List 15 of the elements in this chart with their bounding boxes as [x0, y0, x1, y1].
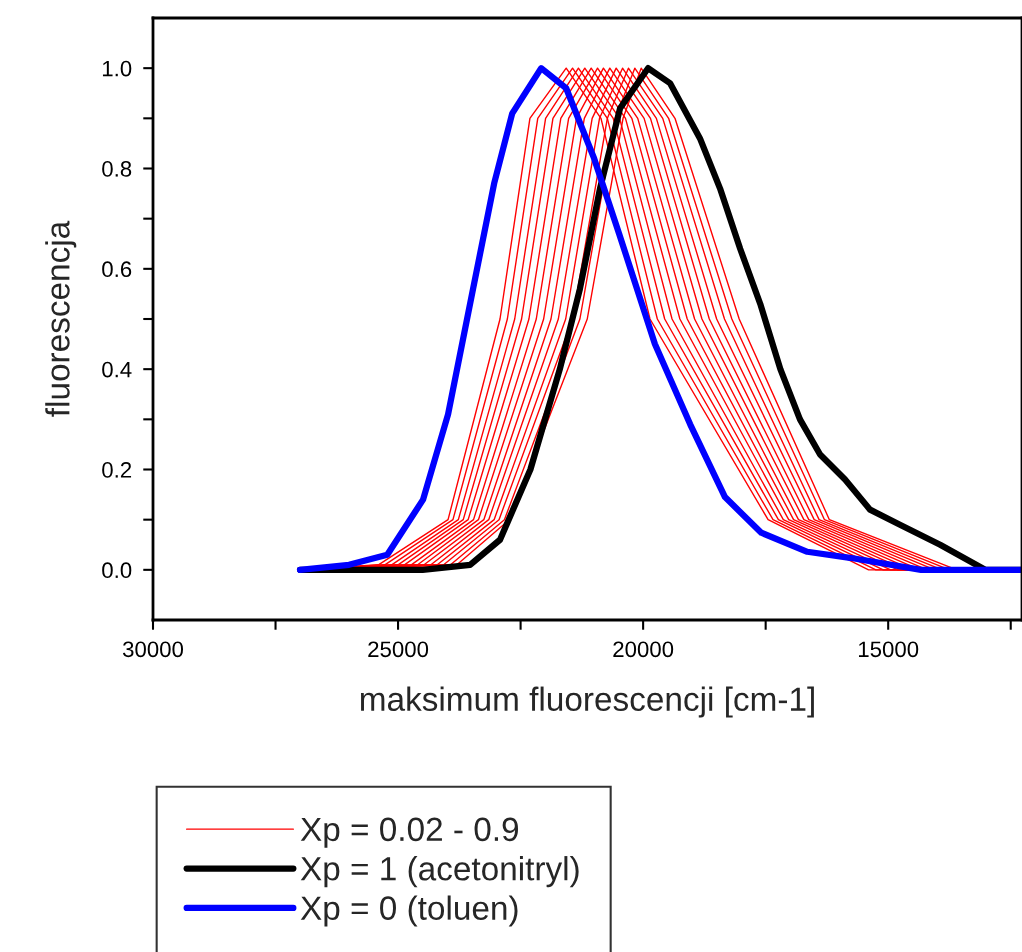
x-axis-title: maksimum fluorescencji [cm-1] [360, 686, 814, 718]
x-tick-label: 30000 [122, 641, 184, 658]
legend-label: Xp = 0.02 - 0.9 [300, 817, 519, 848]
legend-label: Xp = 0 (toluen) [300, 895, 518, 927]
x-tick-label: 20000 [613, 641, 674, 658]
y-tick-label: 0.6 [102, 261, 132, 278]
y-tick-label: 0.0 [102, 562, 132, 579]
x-tick-label: 15000 [858, 641, 919, 658]
legend-label: Xp = 1 (acetonitryl) [300, 856, 579, 888]
y-tick-label: 0.2 [102, 462, 132, 478]
x-tick-label: 25000 [368, 641, 429, 658]
y-axis-title: fluorescencja [45, 220, 77, 417]
y-tick-label: 0.4 [102, 361, 132, 378]
y-tick-label: 1.0 [102, 60, 132, 77]
y-tick-label: 0.8 [102, 161, 132, 177]
